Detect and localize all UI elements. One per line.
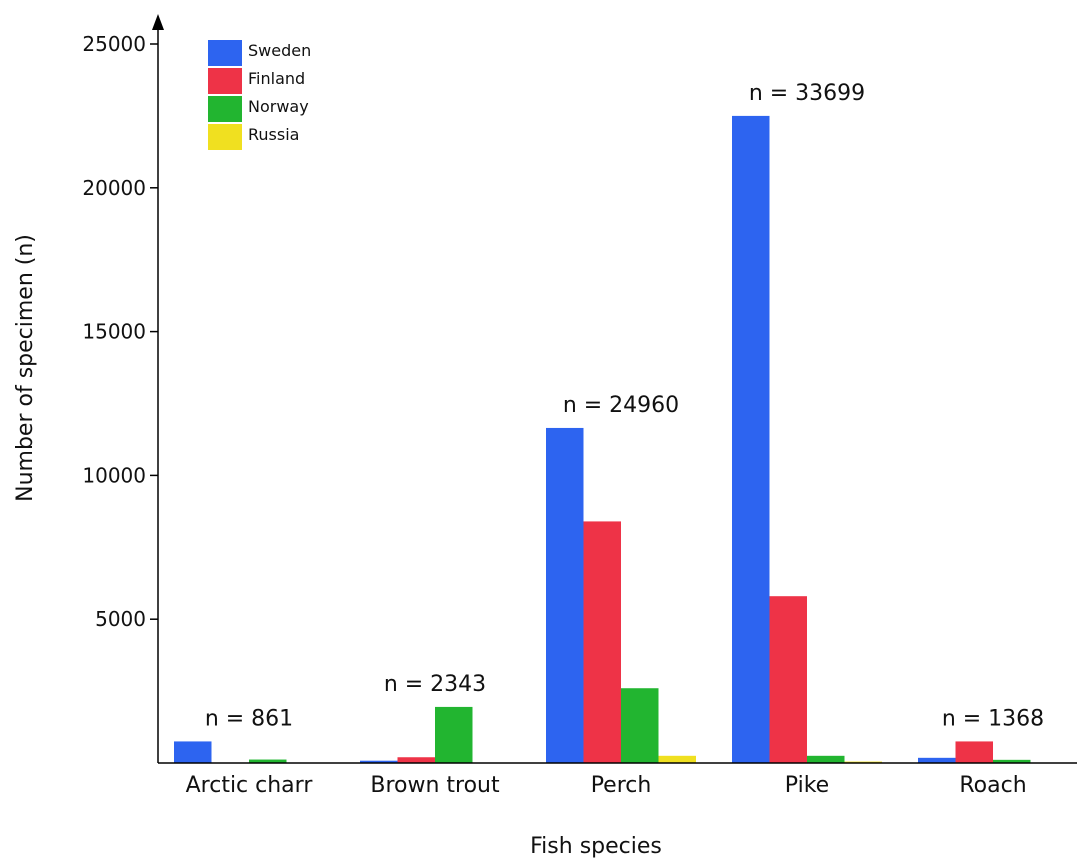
group-total-label: n = 24960 [563, 393, 679, 418]
legend-swatch-norway [208, 96, 242, 122]
group-total-label: n = 861 [205, 706, 293, 731]
x-tick-label: Brown trout [370, 773, 500, 798]
annotations: n = 861 n = 2343 n = 24960 n = 33699 n = 136… [205, 81, 1044, 732]
bar-roach-finland [955, 741, 993, 763]
x-axis-title: Fish species [530, 834, 662, 859]
y-tick-label: 20000 [82, 176, 146, 200]
bar-roach-sweden [918, 757, 956, 763]
x-tick-label: Roach [959, 773, 1026, 798]
group-total-label: n = 2343 [384, 672, 486, 697]
y-ticks: 5000 10000 15000 20000 25000 [82, 32, 158, 631]
bar-perch-sweden [546, 427, 584, 763]
bar-perch-finland [583, 521, 621, 763]
legend-label-russia: Russia [248, 125, 299, 144]
bar-pike-finland [769, 596, 807, 763]
group-total-label: n = 33699 [749, 81, 865, 106]
legend-label-sweden: Sweden [248, 41, 311, 60]
category-labels: Arctic charr Brown trout Perch Pike Roach [186, 773, 1027, 798]
bar-brown-trout-norway [435, 706, 473, 763]
legend-swatch-finland [208, 68, 242, 94]
y-tick-label: 25000 [82, 32, 146, 56]
bar-perch-russia [658, 755, 696, 763]
bar-roach-norway [993, 759, 1031, 763]
legend-label-finland: Finland [248, 69, 305, 88]
bar-brown-trout-sweden [360, 760, 398, 763]
legend-label-norway: Norway [248, 97, 309, 116]
y-tick-label: 5000 [95, 607, 146, 631]
bar-pike-norway [807, 755, 845, 763]
bar-arctic-charr-norway [249, 759, 287, 763]
y-axis-arrow [152, 14, 164, 30]
x-tick-label: Pike [785, 773, 829, 798]
y-tick-label: 15000 [82, 320, 146, 344]
bars-layer [174, 115, 1031, 763]
y-tick-label: 10000 [82, 463, 146, 487]
bar-perch-norway [621, 688, 659, 763]
x-tick-label: Perch [591, 773, 652, 798]
bar-brown-trout-finland [397, 757, 435, 763]
bar-pike-sweden [732, 115, 770, 763]
legend: Sweden Finland Norway Russia [208, 40, 311, 150]
legend-swatch-sweden [208, 40, 242, 66]
legend-swatch-russia [208, 124, 242, 150]
y-axis-title: Number of specimen (n) [13, 234, 38, 502]
group-total-label: n = 1368 [942, 706, 1044, 731]
x-tick-label: Arctic charr [186, 773, 314, 798]
bar-arctic-charr-sweden [174, 741, 212, 763]
